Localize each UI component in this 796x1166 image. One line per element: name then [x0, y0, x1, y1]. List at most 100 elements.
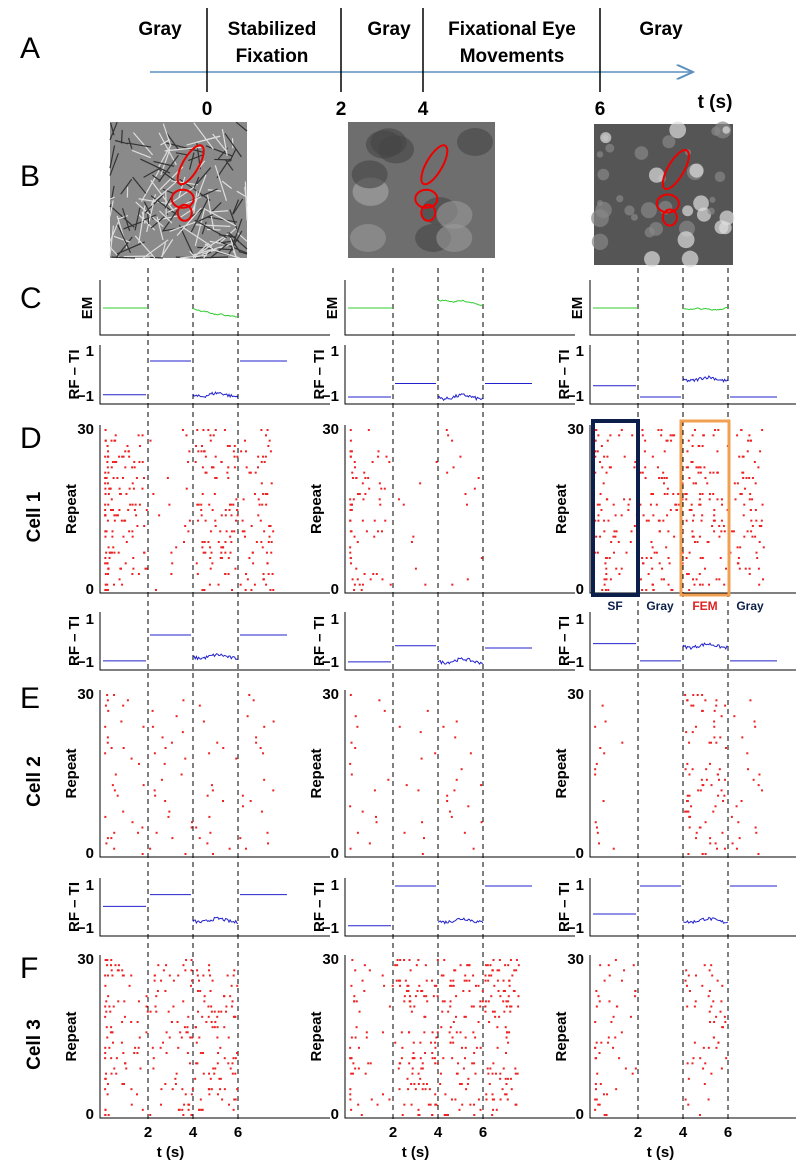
spike	[651, 567, 654, 570]
spike	[716, 498, 719, 501]
spike	[349, 1088, 352, 1091]
spike	[601, 466, 604, 469]
texture	[595, 201, 612, 219]
repeat-label: Repeat	[63, 1011, 80, 1061]
texture	[193, 190, 198, 214]
spike	[353, 1000, 356, 1003]
spike	[232, 503, 235, 506]
spike	[122, 974, 125, 977]
spike	[209, 567, 212, 570]
em-label: EM	[324, 297, 341, 320]
time-tick: 0	[202, 99, 213, 120]
spike	[742, 477, 745, 479]
spike	[710, 1005, 713, 1008]
spike	[724, 704, 727, 707]
spike	[228, 503, 231, 506]
spike	[349, 455, 352, 458]
stimulus-image	[348, 122, 495, 258]
spike	[608, 1000, 611, 1003]
spike	[472, 974, 475, 977]
spike	[609, 578, 612, 581]
spike	[227, 1103, 230, 1106]
texture	[132, 132, 154, 156]
spike	[675, 503, 678, 506]
spike	[184, 525, 187, 527]
spike	[740, 800, 743, 802]
spike	[710, 1072, 713, 1075]
repeat-tick: 0	[576, 1106, 584, 1123]
spike	[372, 573, 375, 575]
spike	[176, 1021, 179, 1023]
texture	[229, 148, 237, 163]
spike	[170, 551, 173, 554]
rf-tick: 1	[331, 877, 339, 894]
spike	[106, 466, 109, 469]
spike	[205, 471, 208, 474]
spike	[136, 1093, 139, 1096]
spike	[242, 498, 245, 501]
texture	[134, 235, 156, 259]
spike	[128, 455, 131, 458]
spike	[687, 439, 690, 442]
spike	[742, 455, 745, 458]
spike	[204, 455, 207, 458]
texture	[121, 208, 131, 232]
texture	[178, 176, 186, 199]
spike	[609, 434, 612, 437]
spike	[695, 578, 698, 581]
texture	[150, 195, 177, 215]
spike	[762, 546, 765, 549]
spike	[697, 471, 700, 474]
spike	[612, 503, 615, 506]
phase-label: Gray	[138, 19, 182, 40]
spike	[361, 482, 364, 485]
spike	[104, 509, 107, 511]
spike	[105, 1026, 108, 1029]
spike	[419, 1041, 422, 1044]
spike	[750, 530, 753, 533]
spike	[739, 493, 742, 495]
rf-label: RF – TI	[66, 882, 83, 932]
spike	[207, 429, 210, 431]
phase-annotation: FEM	[692, 599, 717, 613]
spike	[220, 546, 223, 549]
spike	[758, 583, 761, 586]
spike	[690, 509, 693, 511]
spike	[137, 573, 140, 575]
spike	[204, 519, 207, 522]
spike	[214, 519, 217, 522]
spike	[263, 725, 266, 728]
spike	[467, 805, 470, 808]
spike	[228, 847, 231, 850]
spike	[141, 1108, 144, 1111]
spike	[594, 773, 597, 776]
spike	[618, 434, 621, 437]
spike	[685, 493, 688, 495]
phase-dividers	[206, 8, 601, 92]
spike	[606, 439, 609, 442]
spike	[104, 514, 107, 517]
texture	[109, 200, 114, 217]
spike	[212, 853, 215, 855]
spike	[104, 1077, 107, 1080]
spike	[704, 853, 707, 855]
spike	[465, 1088, 468, 1091]
spike	[234, 1072, 237, 1075]
texture	[131, 149, 151, 159]
spike	[107, 995, 110, 998]
spike	[474, 1072, 477, 1075]
texture	[141, 211, 146, 224]
spike	[106, 1093, 109, 1096]
spike	[136, 525, 139, 527]
spike	[720, 789, 723, 792]
spike	[195, 1062, 198, 1065]
spike	[504, 964, 507, 967]
spike	[364, 477, 367, 479]
spike	[705, 768, 708, 771]
spike	[350, 773, 353, 776]
texture	[198, 251, 212, 259]
spike	[220, 1010, 223, 1013]
spike	[195, 826, 198, 829]
spike	[105, 1072, 108, 1075]
